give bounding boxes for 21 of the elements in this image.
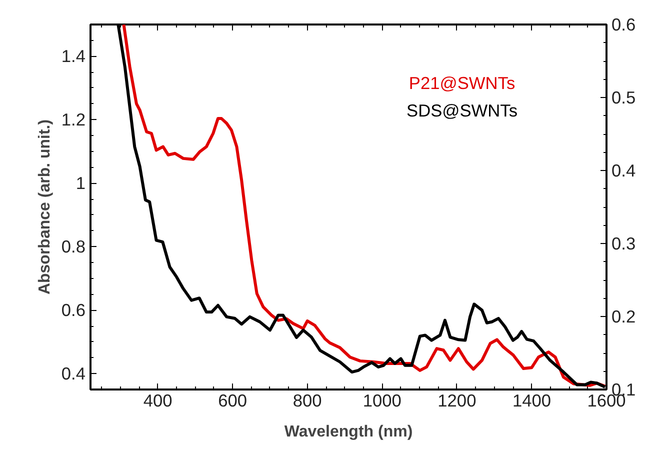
x-tick-label: 1200: [438, 390, 476, 410]
text: P21@SWNTs: [408, 72, 516, 93]
x-tick-label: 1400: [512, 390, 552, 410]
x-tick-label: 400: [143, 390, 172, 410]
y-tick-label: 1.4: [61, 46, 86, 66]
y-tick-label: 0.8: [61, 236, 86, 257]
x-tick-label: 600: [218, 390, 248, 410]
y2-tick-label: 0.5: [612, 88, 636, 108]
y-tick-label: 0.4: [61, 364, 86, 384]
y2-tick-label: 0.4: [612, 160, 636, 180]
x-tick-label: 1000: [362, 390, 402, 410]
y-tick-label: 0.6: [61, 300, 86, 320]
x-axis-title: Wavelength (nm): [284, 424, 413, 440]
y-axis-title: Absorbance (arb. unit.): [36, 119, 54, 295]
y-tick-label: 1: [76, 173, 86, 194]
x-tick-label: 800: [292, 390, 322, 410]
y2-tick-label: 0.2: [612, 306, 636, 326]
y2-tick-label: 0.6: [612, 14, 636, 34]
y-tick-label: 1.2: [61, 110, 86, 130]
y2-tick-label: 0.3: [612, 234, 636, 254]
text: SDS@SWNTs: [406, 100, 518, 120]
